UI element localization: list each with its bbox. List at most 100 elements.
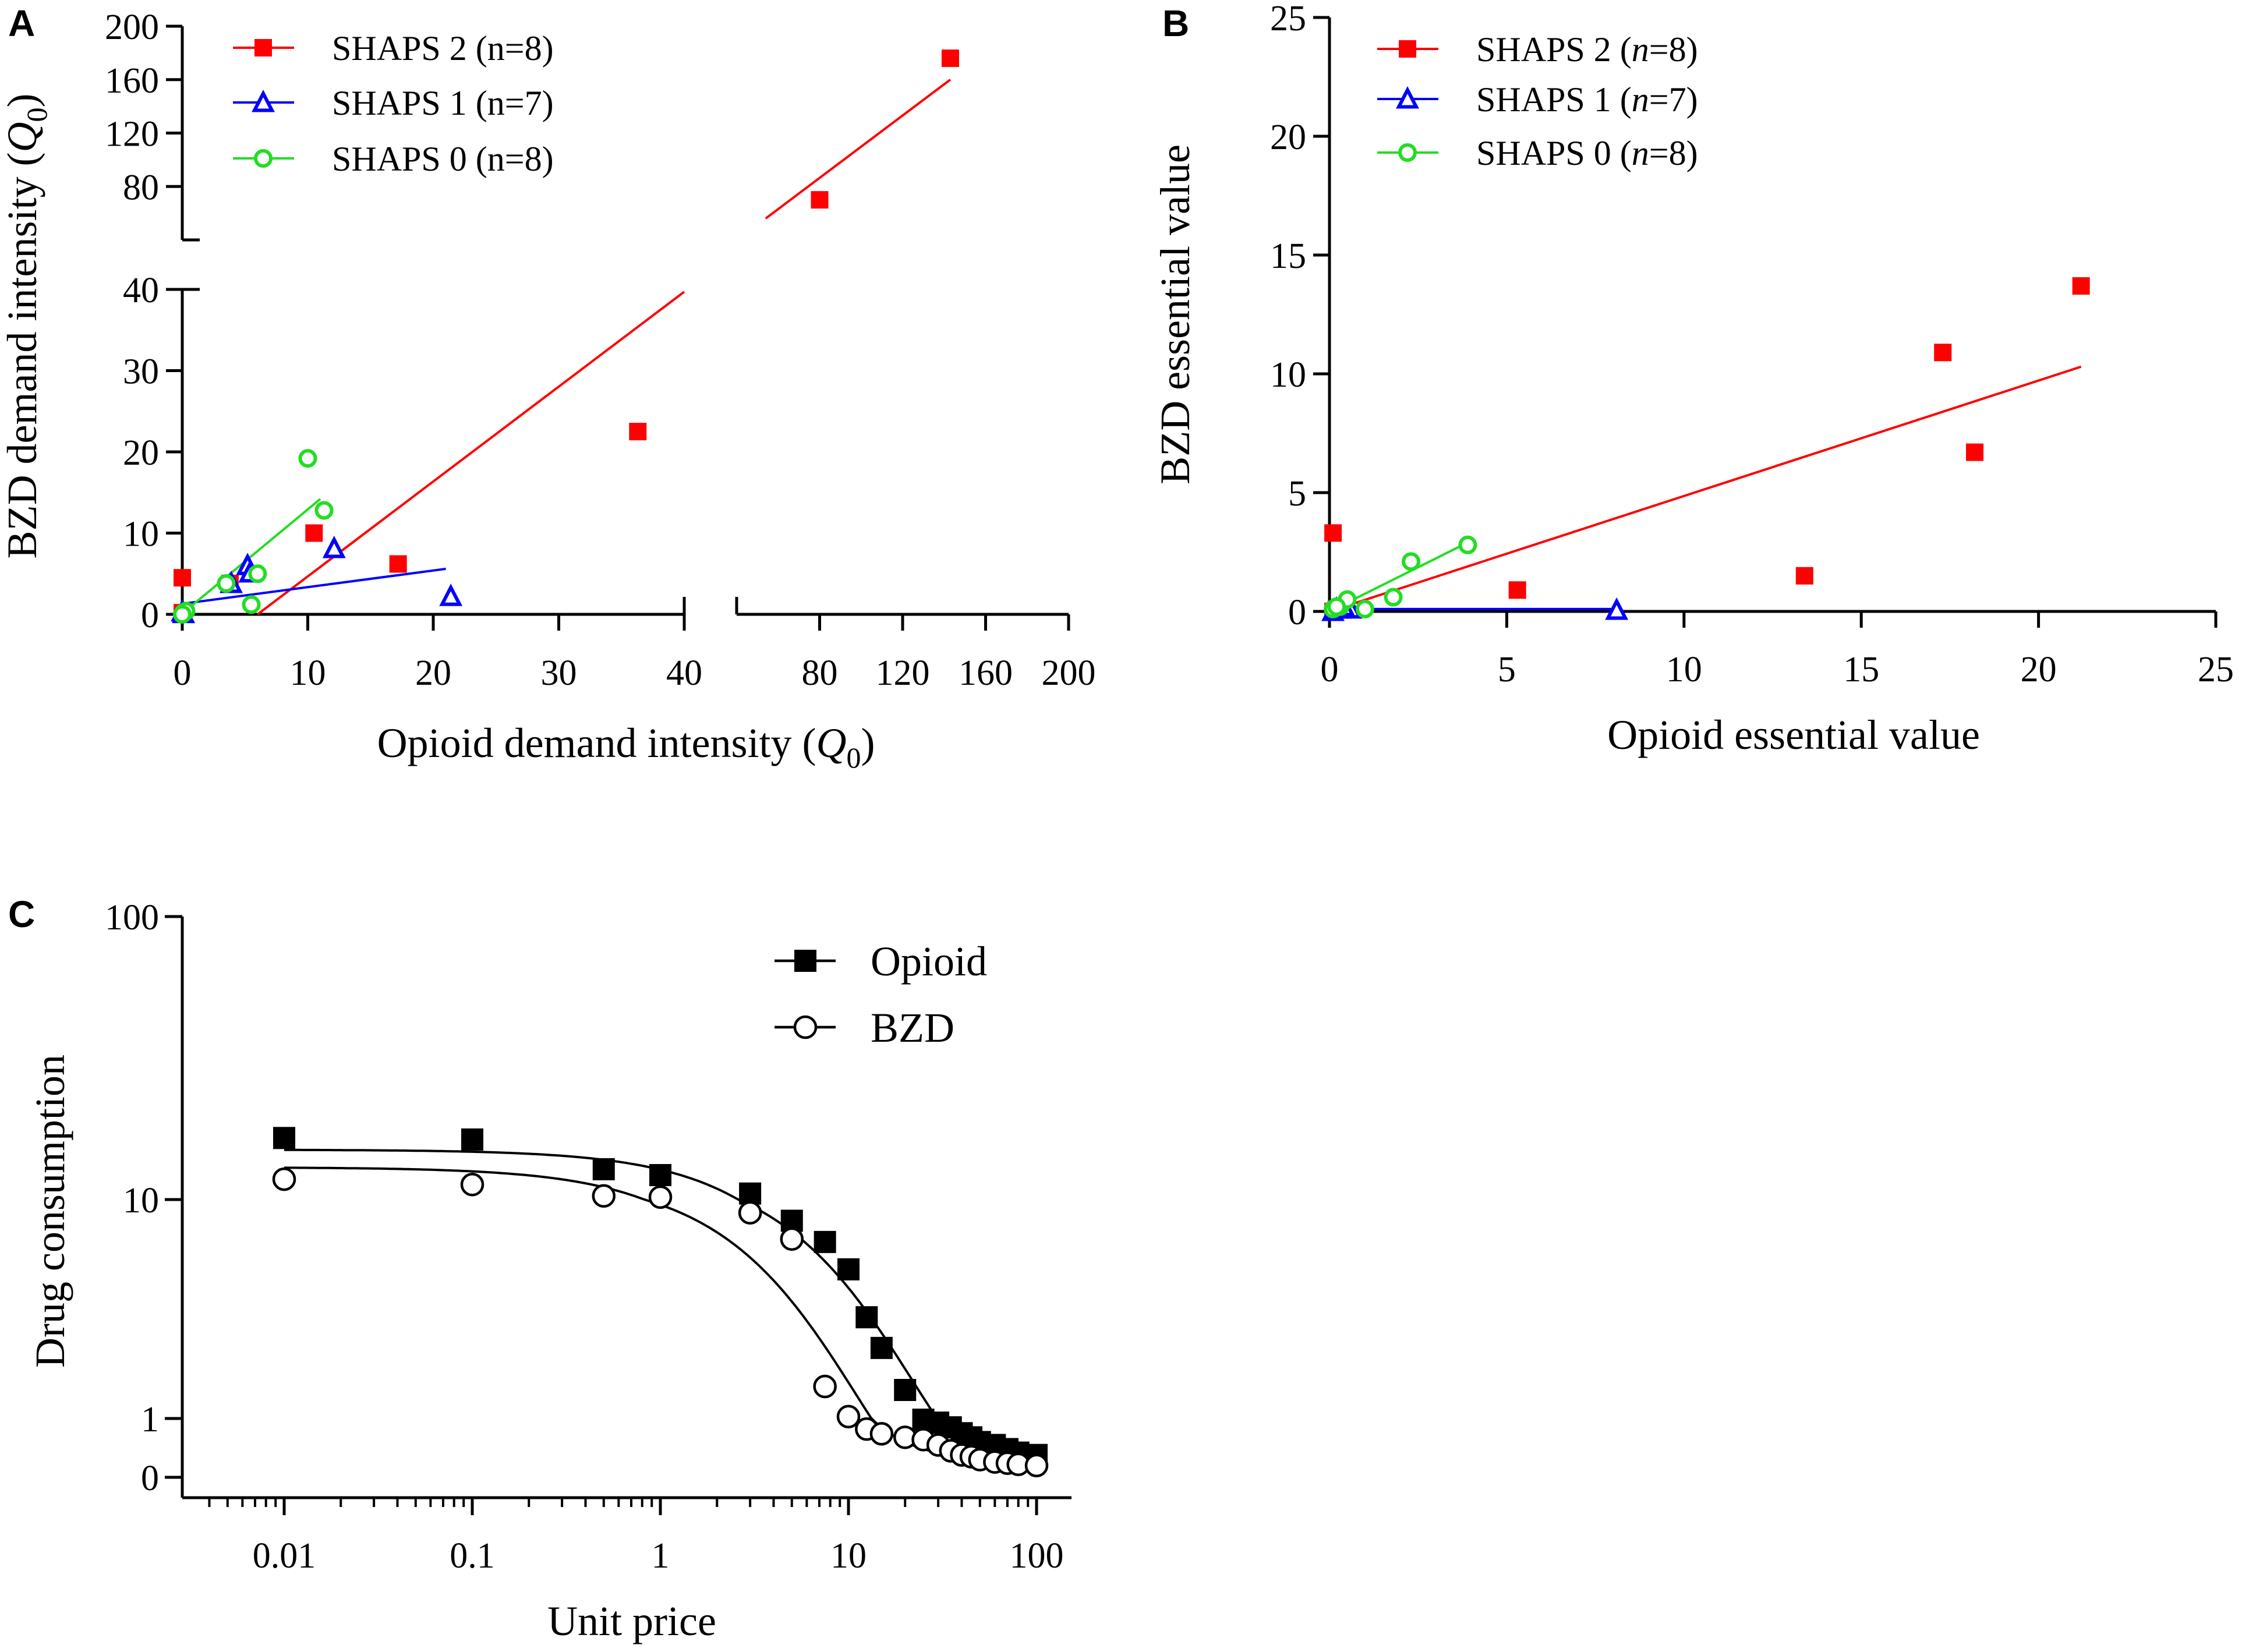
x-tick-label: 0 (1321, 650, 1339, 689)
y-tick-label: 0 (141, 1459, 159, 1498)
legend-label-0: SHAPS 2 (n=8) (332, 29, 554, 68)
data-point-0 (739, 1182, 762, 1205)
data-point-2 (1402, 552, 1421, 571)
legend-space (467, 140, 476, 178)
legend-n-var: n (1632, 30, 1649, 69)
data-point-1 (869, 1422, 894, 1446)
x-tick-label: 40 (666, 653, 702, 693)
y-tick-label: 0 (141, 596, 159, 635)
legend-marker-2 (1398, 143, 1417, 162)
x-tick-label: 200 (1042, 653, 1096, 693)
x-axis-title: Unit price (547, 1598, 716, 1644)
data-point-2 (1458, 535, 1477, 554)
fit-line-0 (765, 79, 952, 220)
data-point-0 (1508, 581, 1526, 599)
x-tick-label: 0.01 (253, 1536, 316, 1576)
legend-n-suffix: =7) (1649, 80, 1698, 119)
y-axis-title-suffix: ) (0, 94, 45, 108)
y-tick-label: 100 (105, 898, 159, 938)
data-point-2 (217, 574, 236, 593)
panel-b-chart: B 00 5 5 10 10 15 15 20 20 25 25 Opioid essential va… (1152, 0, 2234, 758)
legend-space (467, 29, 476, 68)
data-point-0 (811, 191, 829, 209)
data-point-2 (314, 501, 334, 520)
y-tick-label: 10 (123, 515, 159, 554)
legend-n-prefix: ( (1620, 134, 1632, 172)
x-axis-title: Opioid demand intensity (Q0) (377, 720, 875, 774)
y-tick-label: 15 (1270, 236, 1306, 276)
data-point-0 (273, 1127, 295, 1149)
data-point-0 (174, 569, 191, 587)
data-point-0 (305, 524, 323, 542)
y-axis-title: Drug consumption (27, 1055, 73, 1368)
data-point-1 (780, 1227, 804, 1251)
x-axis-title-var: Q (816, 720, 846, 766)
data-point-0 (649, 1164, 671, 1187)
legend-marker-0 (794, 950, 816, 972)
y-tick-label: 120 (105, 115, 159, 154)
data-point-0 (837, 1258, 860, 1280)
y-tick-label: 200 (105, 8, 159, 47)
x-tick-label: 0 (174, 653, 192, 693)
panel-c-chart: C 0 1 10 100 0.01 0.1 1 10 100 Unit price Drug cons… (8, 893, 1072, 1644)
legend-series-name: SHAPS 0 (332, 140, 467, 178)
y-tick-label: 20 (123, 433, 159, 473)
data-point-0 (629, 423, 647, 441)
legend-label-0: Opioid (871, 938, 987, 985)
legend-n-prefix: ( (1620, 80, 1632, 119)
data-point-1 (439, 583, 463, 606)
panel-label-a: A (8, 2, 35, 44)
data-point-0 (2072, 277, 2090, 295)
y-tick-label: 1 (141, 1400, 159, 1439)
data-point-0 (941, 49, 959, 68)
data-point-0 (1324, 524, 1342, 542)
data-point-1 (813, 1374, 837, 1399)
y-axis-title: BZD demand intensity (Q0) (0, 94, 53, 559)
legend-space (1611, 134, 1620, 172)
data-point-2 (248, 564, 267, 583)
data-point-1 (648, 1185, 673, 1209)
x-tick-label: 20 (2021, 650, 2057, 689)
data-point-0 (870, 1336, 893, 1359)
legend-label-1: BZD (871, 1004, 954, 1051)
legend-marker-1 (252, 89, 275, 112)
legend-marker-0 (254, 39, 272, 56)
x-tick-label: 0.1 (450, 1536, 495, 1576)
legend-series-name: SHAPS 2 (1476, 30, 1611, 69)
x-tick-label: 10 (1666, 650, 1702, 689)
y-tick-label: 25 (1270, 0, 1306, 38)
data-point-1 (272, 1167, 296, 1191)
x-tick-label: 5 (1498, 650, 1516, 689)
y-tick-label: 80 (123, 168, 159, 207)
y-tick-label: 5 (1288, 474, 1306, 514)
legend-n-label: (n=8) (476, 140, 554, 178)
x-tick-label: 15 (1843, 650, 1879, 689)
data-point-0 (461, 1128, 483, 1151)
data-point-1 (1605, 597, 1629, 620)
legend-marker-1 (1396, 86, 1419, 109)
x-tick-label: 20 (415, 653, 451, 693)
legend-n-prefix: ( (1620, 30, 1632, 69)
legend-space (1611, 30, 1620, 69)
legend-space (1611, 80, 1620, 119)
legend-series-name: SHAPS 2 (332, 29, 467, 68)
x-axis-title-text: Opioid demand intensity ( (377, 720, 816, 766)
x-tick-label: 120 (876, 653, 930, 693)
data-point-0 (389, 555, 407, 573)
data-point-2 (1384, 588, 1403, 607)
data-point-0 (592, 1158, 615, 1180)
x-tick-label: 160 (959, 653, 1013, 693)
y-axis-title: BZD essential value (1152, 144, 1198, 484)
legend-space (467, 84, 476, 122)
y-tick-label: 30 (123, 352, 159, 392)
fit-line-0 (1329, 365, 2082, 613)
x-tick-label: 30 (541, 653, 577, 693)
data-point-1 (836, 1405, 861, 1429)
legend-n-label: (n=7) (476, 84, 554, 122)
data-point-1 (738, 1201, 762, 1225)
fit-line-0 (257, 291, 685, 615)
data-point-0 (855, 1306, 878, 1329)
panel-a-chart: A 0 10 20 30 40 80 120 160 200 0 10 20 30 40 80 120 160 20… (0, 2, 1096, 774)
panel-label-c: C (8, 893, 35, 935)
